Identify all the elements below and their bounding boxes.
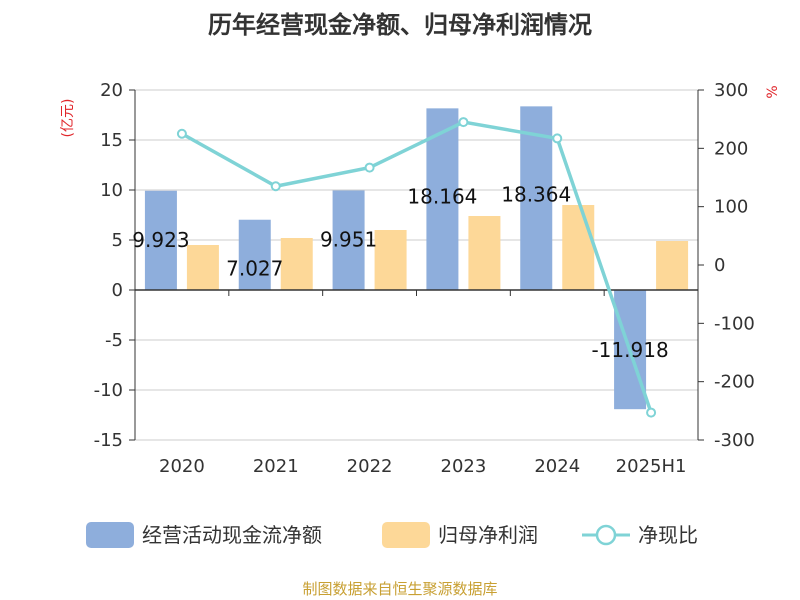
legend-label-0[interactable]: 经营活动现金流净额 (142, 523, 322, 547)
legend-label-1[interactable]: 归母净利润 (438, 523, 538, 547)
ratio-point-0 (176, 128, 187, 139)
x-tick-label-0: 2020 (159, 456, 205, 477)
legend-swatch-0[interactable] (86, 522, 134, 548)
left-tick-label-7: -15 (94, 430, 123, 451)
cashflow-value-label-4: 18.364 (501, 182, 571, 206)
cashflow-value-label-0: 9.923 (132, 228, 189, 252)
left-tick-label-3: 5 (112, 230, 123, 251)
ratio-point-2 (364, 162, 375, 173)
legend-swatch-1[interactable] (382, 522, 430, 548)
data-labels: 9.923 7.027 9.951 18.164 18.364 -11.918 (132, 182, 668, 362)
cashflow-bar-1 (238, 219, 271, 290)
cashflow-value-label-5: -11.918 (591, 338, 668, 362)
profit-bar-5 (656, 241, 689, 290)
profit-bar-1 (280, 238, 313, 290)
left-tick-label-1: 15 (100, 130, 123, 151)
cashflow-bar-2 (332, 190, 365, 290)
left-tick-label-4: 0 (112, 280, 123, 301)
x-tick-label-2: 2022 (347, 456, 393, 477)
x-tick-label-1: 2021 (253, 456, 299, 477)
ratio-line (176, 117, 657, 418)
left-tick-label-2: 10 (100, 180, 123, 201)
chart-title: 历年经营现金净额、归母净利润情况 (208, 11, 592, 39)
right-tick-label-5: -200 (714, 372, 755, 393)
right-tick-label-6: -300 (714, 430, 755, 451)
ratio-point-1 (270, 181, 281, 192)
right-tick-label-1: 200 (714, 138, 748, 159)
legend-label-2[interactable]: 净现比 (638, 523, 698, 547)
grid (135, 89, 698, 441)
ratio-point-3 (458, 117, 469, 128)
left-tick-label-6: -10 (94, 380, 123, 401)
left-axis-unit: (亿元) (60, 99, 76, 138)
x-tick-label-3: 2023 (441, 456, 487, 477)
source-note: 制图数据来自恒生聚源数据库 (302, 580, 497, 598)
left-tick-label-5: -5 (105, 330, 123, 351)
profit-bar-2 (374, 230, 407, 290)
ratio-series-line (181, 120, 653, 414)
x-tick-label-4: 2024 (534, 456, 580, 477)
legend[interactable]: 经营活动现金流净额 归母净利润 净现比 (86, 522, 698, 548)
right-tick-label-0: 300 (714, 80, 748, 101)
left-tick-label-0: 20 (100, 80, 123, 101)
cashflow-value-label-3: 18.164 (407, 184, 477, 208)
profit-bar-4 (562, 205, 595, 290)
right-axis-unit: % (765, 85, 781, 98)
cashflow-value-label-1: 7.027 (226, 257, 283, 281)
cashflow-bar-0 (144, 190, 177, 290)
right-tick-label-3: 0 (714, 255, 725, 276)
right-tick-label-4: -100 (714, 313, 755, 334)
profit-bar-0 (186, 245, 219, 290)
legend-marker[interactable] (595, 524, 617, 546)
profit-bar-3 (468, 216, 501, 290)
axes: 20 15 10 5 0 -5 -10 -15 300 200 100 0 -100 -200 -300 20… (94, 80, 755, 477)
cashflow-value-label-2: 9.951 (320, 227, 377, 251)
right-tick-label-2: 100 (714, 197, 748, 218)
x-tick-label-5: 2025H1 (616, 456, 687, 477)
ratio-point-4 (552, 133, 563, 144)
ratio-point-5 (646, 407, 657, 418)
